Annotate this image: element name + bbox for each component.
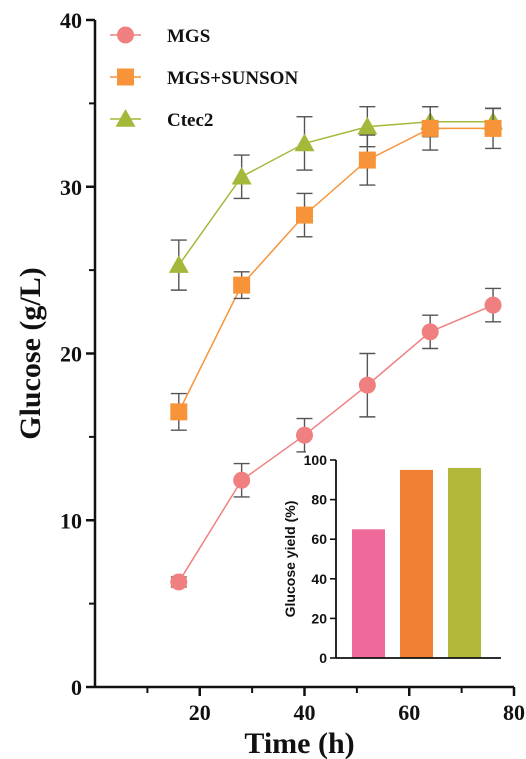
legend-marker-ctec2 — [115, 109, 136, 127]
data-point-mgs — [358, 376, 376, 394]
inset-y-tick-label: 60 — [311, 531, 327, 547]
x-tick-label: 20 — [189, 700, 211, 725]
data-point-mgs-sunson — [170, 403, 188, 421]
data-point-mgs-sunson — [484, 119, 502, 137]
legend-marker-mgs-sunson — [117, 68, 134, 86]
y-tick-label: 30 — [60, 175, 82, 200]
yield-bar — [400, 469, 433, 658]
data-point-mgs — [421, 323, 439, 341]
yield-bar — [352, 529, 385, 658]
data-point-ctec2 — [231, 166, 252, 185]
x-tick-label: 40 — [294, 700, 316, 725]
data-point-ctec2 — [294, 133, 315, 152]
data-point-mgs-sunson — [358, 151, 376, 169]
legend: MGS MGS+SUNSON Ctec2 — [110, 26, 298, 131]
y-axis-title: Glucose (g/L) — [14, 267, 47, 440]
main-plot: 0 10 20 30 40 20 40 60 80 Time (h) Glucose (g/L) — [14, 8, 525, 759]
series-line-mgs-sunson — [178, 127, 494, 413]
y-tick-label: 0 — [71, 675, 82, 700]
legend-label-mgs-sunson: MGS+SUNSON — [167, 68, 298, 89]
series-ctec2 — [168, 106, 504, 291]
yield-bar — [448, 467, 481, 658]
x-tick-label: 80 — [503, 700, 525, 725]
inset-y-tick-label: 100 — [304, 452, 328, 468]
data-point-mgs — [296, 426, 313, 444]
inset-y-tick-label: 20 — [311, 610, 327, 626]
series-mgs-sunson — [170, 106, 502, 431]
y-tick-label: 10 — [60, 508, 82, 533]
inset-y-tick-label: 40 — [311, 571, 327, 587]
y-tick-label: 40 — [60, 8, 82, 33]
inset-y-tick-label: 80 — [311, 492, 327, 508]
series-line-mgs — [178, 304, 494, 583]
legend-label-mgs: MGS — [167, 26, 210, 47]
x-tick-label: 60 — [398, 700, 420, 725]
inset-y-axis-title: Glucose yield (%) — [282, 501, 298, 618]
legend-marker-mgs — [117, 26, 134, 44]
data-point-mgs-sunson — [296, 206, 313, 224]
data-point-mgs — [484, 296, 502, 314]
data-point-mgs — [233, 471, 251, 489]
inset-yield-chart: 0 20 40 60 80 100 Glucose yield (%) — [282, 446, 510, 676]
data-point-ctec2 — [168, 255, 189, 273]
legend-label-ctec2: Ctec2 — [167, 110, 213, 131]
inset-y-tick-label: 0 — [319, 650, 327, 666]
y-tick-label: 20 — [60, 342, 82, 367]
data-point-mgs — [170, 573, 188, 591]
data-point-mgs-sunson — [421, 119, 439, 137]
series-mgs — [170, 287, 502, 591]
data-point-ctec2 — [357, 116, 378, 135]
data-point-mgs-sunson — [233, 276, 251, 294]
x-axis-title: Time (h) — [244, 727, 354, 759]
series-line-ctec2 — [178, 120, 494, 266]
